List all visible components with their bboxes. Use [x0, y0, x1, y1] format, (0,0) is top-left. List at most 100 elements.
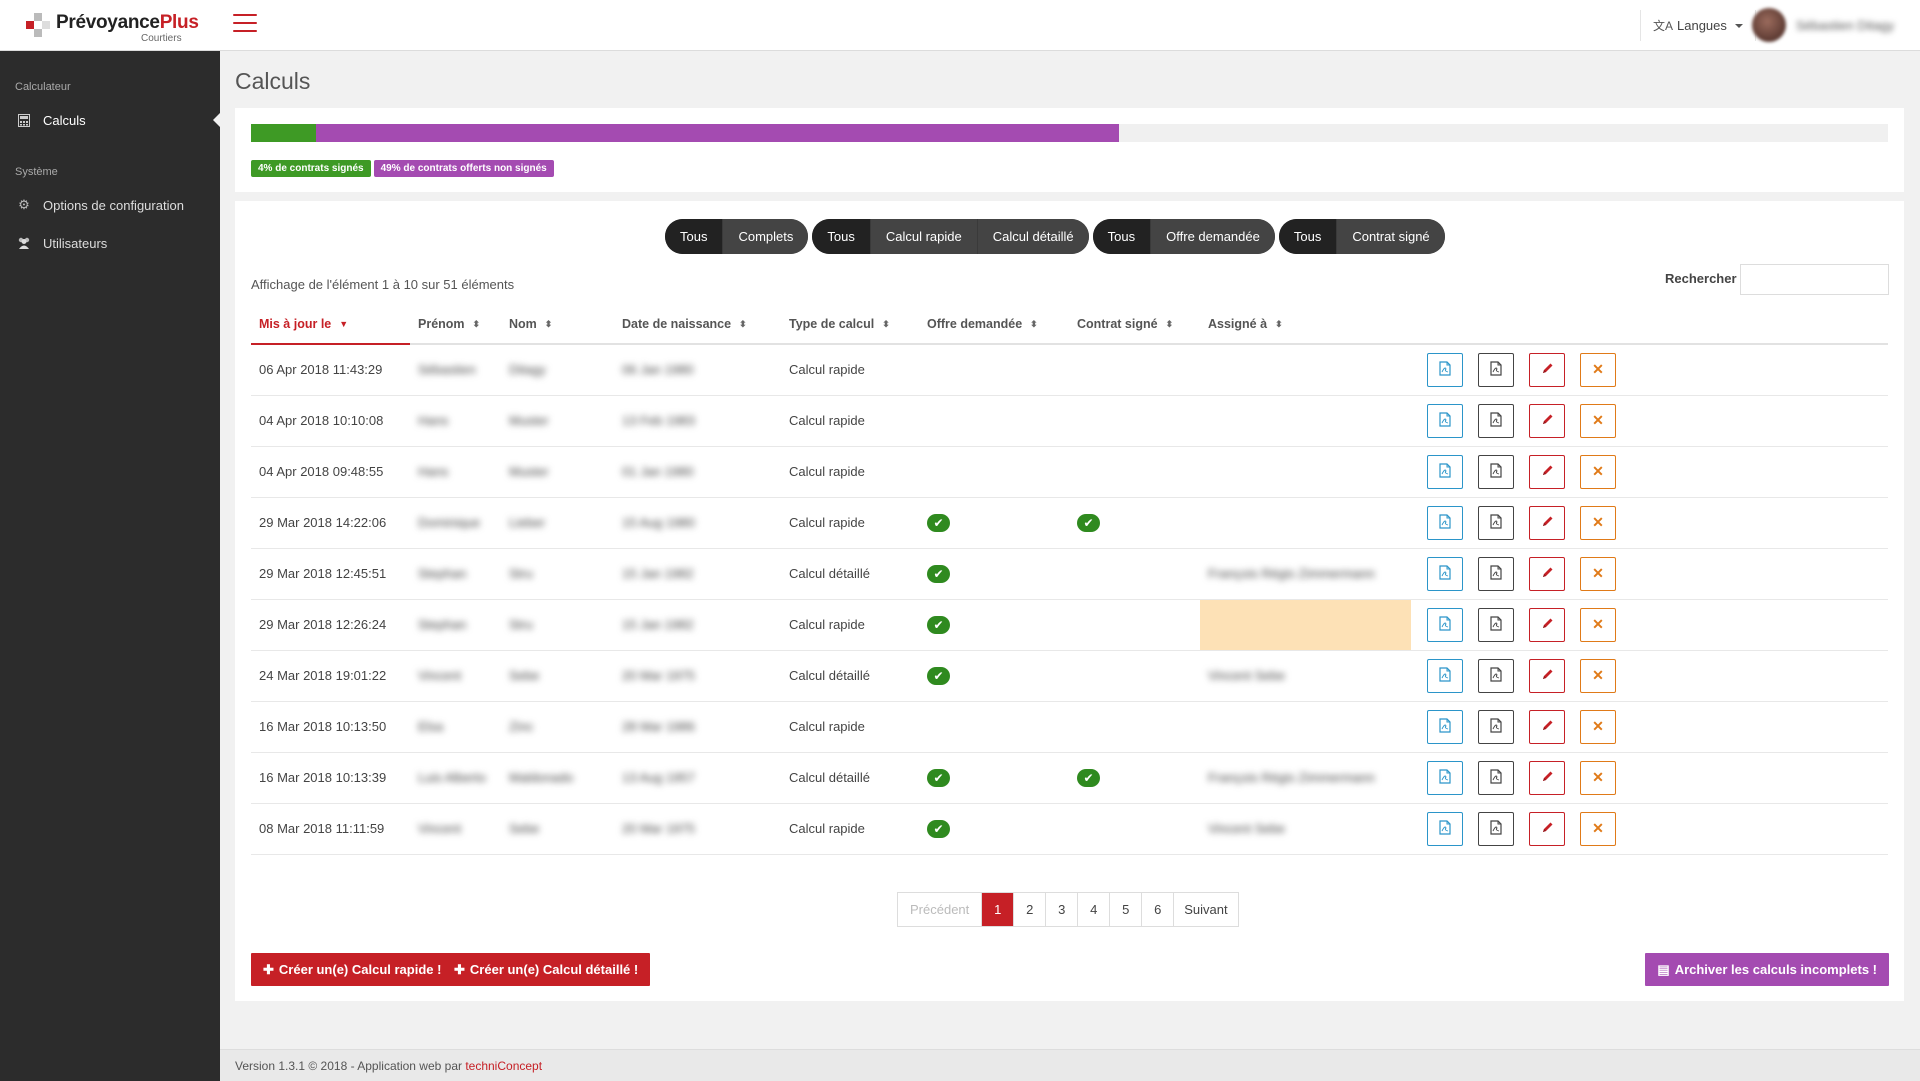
edit-button[interactable]: [1529, 709, 1565, 744]
pdf-offer-button[interactable]: [1427, 403, 1463, 438]
pdf-offer-icon: [1439, 411, 1451, 430]
filter-complets[interactable]: Complets: [723, 219, 809, 254]
col-header-assigned[interactable]: Assigné à ⬍: [1200, 304, 1411, 345]
delete-button[interactable]: ✕: [1580, 811, 1616, 846]
sidebar-item-options[interactable]: ⚙ Options de configuration: [0, 188, 220, 222]
sidebar-item-calculs[interactable]: Calculs: [0, 103, 220, 137]
col-header-updated[interactable]: Mis à jour le ▼: [251, 304, 410, 345]
col-header-birthdate[interactable]: Date de naissance ⬍: [614, 304, 781, 345]
filter-calcul-detaille[interactable]: Calcul détaillé: [977, 219, 1089, 254]
close-icon: ✕: [1592, 820, 1604, 836]
filter-calcul-rapide[interactable]: Calcul rapide: [870, 219, 978, 254]
cell-updated: 04 Apr 2018 09:48:55: [251, 446, 410, 498]
delete-button[interactable]: ✕: [1580, 505, 1616, 540]
app-logo[interactable]: PrévoyancePlus Courtiers: [26, 8, 206, 44]
delete-button[interactable]: ✕: [1580, 709, 1616, 744]
pdf-button[interactable]: [1478, 709, 1514, 744]
edit-button[interactable]: [1529, 505, 1565, 540]
menu-toggle-button[interactable]: [233, 14, 257, 34]
sidebar-item-utilisateurs[interactable]: Utilisateurs: [0, 226, 220, 260]
plus-icon: ✚: [454, 961, 465, 977]
create-quick-calc-button[interactable]: ✚ Créer un(e) Calcul rapide !: [251, 953, 454, 986]
row-actions: ✕: [1419, 505, 1888, 540]
pagination-page-4[interactable]: 4: [1078, 893, 1111, 926]
table-info: Affichage de l'élément 1 à 10 sur 51 élé…: [251, 277, 515, 292]
col-header-contract[interactable]: Contrat signé ⬍: [1069, 304, 1200, 345]
pencil-icon: [1541, 617, 1554, 633]
pencil-icon: [1541, 821, 1554, 837]
cell-contract: [1069, 548, 1200, 600]
pdf-button[interactable]: [1478, 403, 1514, 438]
cell-type: Calcul rapide: [781, 599, 919, 651]
pagination-page-3[interactable]: 3: [1046, 893, 1079, 926]
brand-name: PrévoyancePlus: [56, 12, 199, 33]
close-icon: ✕: [1592, 667, 1604, 683]
col-header-firstname[interactable]: Prénom ⬍: [410, 304, 501, 345]
pdf-button[interactable]: [1478, 454, 1514, 489]
edit-button[interactable]: [1529, 607, 1565, 642]
delete-button[interactable]: ✕: [1580, 454, 1616, 489]
edit-button[interactable]: [1529, 454, 1565, 489]
delete-button[interactable]: ✕: [1580, 556, 1616, 591]
filter-group-type: Tous Calcul rapide Calcul détaillé: [812, 219, 1089, 254]
pdf-button[interactable]: [1478, 556, 1514, 591]
cell-birthdate: 01 Jan 1980: [614, 446, 781, 498]
pdf-offer-button[interactable]: [1427, 454, 1463, 489]
col-header-type[interactable]: Type de calcul ⬍: [781, 304, 919, 345]
create-detailed-calc-button[interactable]: ✚ Créer un(e) Calcul détaillé !: [442, 953, 651, 986]
pdf-offer-button[interactable]: [1427, 760, 1463, 795]
pdf-offer-button[interactable]: [1427, 556, 1463, 591]
row-actions: ✕: [1419, 454, 1888, 489]
pagination-page-5[interactable]: 5: [1110, 893, 1143, 926]
pagination-page-2[interactable]: 2: [1014, 893, 1047, 926]
pdf-button[interactable]: [1478, 352, 1514, 387]
pdf-button[interactable]: [1478, 760, 1514, 795]
filter-contrat-signe[interactable]: Contrat signé: [1337, 219, 1445, 254]
filter-all-offers[interactable]: Tous: [1092, 219, 1152, 254]
cell-offer: [919, 701, 1069, 753]
check-circle-icon: ✔: [927, 513, 950, 532]
pdf-offer-button[interactable]: [1427, 811, 1463, 846]
pdf-offer-button[interactable]: [1427, 607, 1463, 642]
footer-link[interactable]: techniConcept: [465, 1059, 543, 1073]
pdf-offer-button[interactable]: [1427, 658, 1463, 693]
filter-all-types[interactable]: Tous: [812, 219, 871, 254]
delete-button[interactable]: ✕: [1580, 760, 1616, 795]
cell-actions: ✕: [1411, 701, 1888, 753]
user-menu[interactable]: Sébastien Ditagy: [1752, 8, 1912, 42]
edit-button[interactable]: [1529, 658, 1565, 693]
filter-all-contracts[interactable]: Tous: [1278, 219, 1338, 254]
pdf-icon: [1490, 717, 1502, 736]
language-dropdown[interactable]: 文A Langues: [1640, 10, 1756, 41]
col-header-lastname[interactable]: Nom ⬍: [501, 304, 614, 345]
pdf-offer-button[interactable]: [1427, 505, 1463, 540]
edit-button[interactable]: [1529, 352, 1565, 387]
filter-all-completion[interactable]: Tous: [665, 219, 724, 254]
col-header-offer[interactable]: Offre demandée ⬍: [919, 304, 1069, 345]
delete-button[interactable]: ✕: [1580, 403, 1616, 438]
pdf-icon: [1490, 411, 1502, 430]
pagination-page-6[interactable]: 6: [1142, 893, 1175, 926]
delete-button[interactable]: ✕: [1580, 607, 1616, 642]
pdf-button[interactable]: [1478, 658, 1514, 693]
pdf-button[interactable]: [1478, 811, 1514, 846]
pdf-offer-button[interactable]: [1427, 709, 1463, 744]
cell-offer: ✔: [919, 599, 1069, 651]
search-input[interactable]: [1740, 264, 1889, 295]
edit-button[interactable]: [1529, 811, 1565, 846]
pagination-prev[interactable]: Précédent: [898, 893, 983, 926]
edit-button[interactable]: [1529, 403, 1565, 438]
sort-icon: ⬍: [472, 318, 481, 329]
pdf-button[interactable]: [1478, 607, 1514, 642]
pagination-page-1[interactable]: 1: [982, 893, 1015, 926]
pagination-next[interactable]: Suivant: [1174, 893, 1238, 926]
archive-incomplete-button[interactable]: ▤ Archiver les calculs incomplets !: [1645, 953, 1889, 986]
delete-button[interactable]: ✕: [1580, 352, 1616, 387]
filter-offre-demandee[interactable]: Offre demandée: [1151, 219, 1275, 254]
cell-type: Calcul rapide: [781, 803, 919, 855]
edit-button[interactable]: [1529, 556, 1565, 591]
edit-button[interactable]: [1529, 760, 1565, 795]
pdf-button[interactable]: [1478, 505, 1514, 540]
pdf-offer-button[interactable]: [1427, 352, 1463, 387]
delete-button[interactable]: ✕: [1580, 658, 1616, 693]
